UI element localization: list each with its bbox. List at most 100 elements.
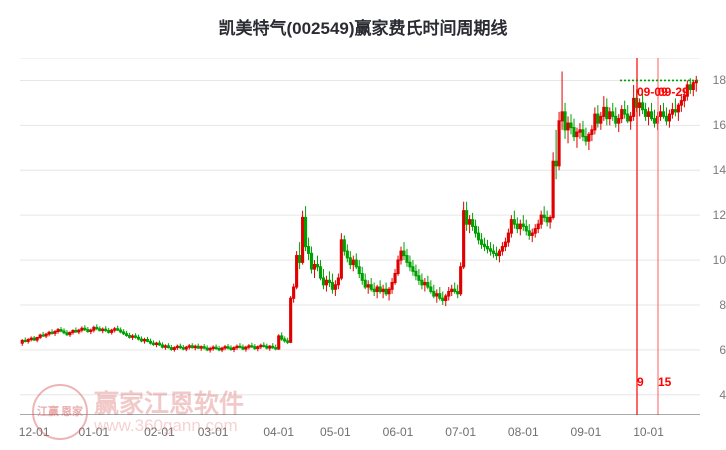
candlestick — [80, 326, 84, 333]
candlestick — [330, 273, 334, 294]
candlestick — [196, 343, 200, 349]
candlestick — [205, 345, 209, 352]
candlestick — [142, 337, 147, 344]
candlestick — [139, 336, 144, 343]
candlestick — [405, 248, 409, 267]
candlestick — [309, 246, 314, 274]
candlestick — [32, 335, 36, 341]
candlestick — [402, 242, 406, 261]
candlestick — [459, 262, 463, 296]
candlestick — [318, 260, 323, 281]
candlestick — [503, 237, 507, 252]
x-axis-labels: 12-01 01-01 02-01 03-01 04-01 05-01 06-01 07-01… — [0, 425, 726, 445]
candlestick — [444, 293, 448, 307]
candlestick — [157, 340, 161, 346]
candlestick — [563, 102, 567, 139]
candlestick — [301, 210, 305, 265]
candlestick — [527, 224, 531, 240]
candlestick — [295, 251, 299, 290]
candlestick — [599, 111, 603, 130]
candlestick — [602, 96, 606, 121]
candlestick — [101, 327, 105, 334]
candlestick — [131, 334, 135, 341]
x-axis-tick: 07-01 — [445, 425, 477, 439]
candlestick — [244, 345, 248, 352]
candlestick — [575, 127, 579, 148]
chart-plot-area[interactable] — [20, 58, 700, 415]
candlestick — [238, 343, 242, 349]
candlestick — [596, 105, 600, 128]
candlestick — [98, 326, 102, 332]
candlestick — [122, 329, 126, 336]
candlestick — [83, 325, 87, 332]
candlestick — [688, 78, 692, 94]
candlestick — [450, 284, 454, 296]
y-axis-labels: 18 16 14 12 10 8 6 4 — [700, 58, 726, 415]
candlestick — [208, 346, 212, 353]
x-axis-tick: 02-01 — [144, 425, 175, 439]
candlestick — [399, 246, 403, 265]
candlestick — [59, 326, 63, 333]
candlestick-svg — [20, 58, 700, 415]
candlestick — [551, 152, 555, 220]
x-axis-tick: 12-01 — [18, 425, 50, 439]
candlestick — [438, 287, 442, 301]
candlestick — [676, 102, 680, 121]
candlestick — [539, 210, 543, 229]
candlestick — [283, 336, 287, 343]
y-axis-tick: 6 — [719, 342, 726, 357]
candlestick — [408, 255, 412, 272]
time-cycle-date-label: 09-09 — [637, 85, 668, 99]
y-axis-tick: 8 — [719, 297, 726, 312]
candlestick — [387, 287, 391, 301]
candlestick — [86, 326, 90, 333]
candlestick — [71, 329, 75, 335]
candlestick — [426, 275, 430, 290]
x-axis-tick: 01-01 — [78, 425, 110, 439]
page-title: 凯美特气(002549)赢家费氏时间周期线 — [218, 19, 508, 38]
candlestick — [468, 215, 472, 234]
candlestick — [658, 105, 663, 121]
candlestick — [44, 332, 48, 339]
candlestick — [289, 296, 293, 344]
candlestick — [357, 260, 361, 279]
candlestick — [384, 282, 388, 296]
candlestick — [614, 107, 618, 128]
candlestick — [557, 111, 561, 171]
candlestick — [474, 219, 478, 238]
y-axis-tick: 18 — [712, 73, 726, 88]
candlestick — [286, 337, 290, 345]
candlestick — [184, 345, 188, 352]
candlestick — [68, 331, 72, 337]
candlestick — [125, 330, 129, 337]
candlestick — [235, 344, 239, 350]
candlestick — [107, 327, 111, 334]
candlestick — [50, 329, 54, 335]
candlestick — [65, 330, 69, 336]
candlestick — [679, 93, 683, 112]
candlestick — [667, 109, 671, 128]
candlestick — [512, 210, 516, 229]
candlestick — [268, 344, 272, 351]
x-axis-tick: 10-01 — [633, 425, 664, 439]
candlestick — [306, 237, 311, 261]
candlestick — [116, 325, 120, 332]
candlestick — [175, 344, 179, 350]
candlestick — [265, 343, 269, 350]
candlestick — [53, 330, 57, 336]
candlestick — [92, 325, 96, 333]
candlestick — [336, 273, 340, 290]
candlestick — [423, 278, 427, 292]
candlestick — [479, 233, 484, 249]
candlestick — [348, 251, 352, 270]
candlestick — [432, 284, 436, 299]
candlestick — [47, 330, 51, 337]
candlestick — [321, 269, 326, 290]
x-axis-tick: 03-01 — [197, 425, 229, 439]
candlestick — [262, 342, 266, 348]
candlestick — [363, 273, 367, 290]
candlestick — [271, 343, 275, 349]
candlestick — [566, 116, 570, 144]
candlestick — [26, 338, 30, 344]
